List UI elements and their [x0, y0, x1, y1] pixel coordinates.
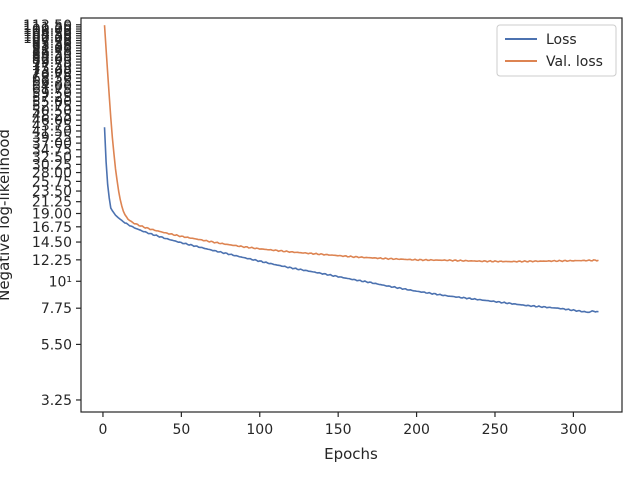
x-tick-label: 50 [172, 422, 190, 438]
y-tick-label: 16.75 [32, 220, 72, 236]
y-tick-label: 5.50 [41, 337, 72, 353]
series-layer [103, 25, 599, 314]
legend-label-loss: Loss [546, 32, 577, 48]
axes-frame [80, 17, 623, 413]
x-tick-label: 0 [98, 422, 107, 438]
legend-label-val-loss: Val. loss [546, 54, 603, 70]
y-tick-label: 75.25 [32, 61, 72, 77]
y-tick-label: 93.25 [32, 39, 72, 55]
y-tick-label: 12.25 [32, 253, 72, 269]
y-tick-label: 57.25 [32, 90, 72, 106]
series-line-val-loss [103, 25, 599, 263]
y-tick-label: 55.00 [32, 94, 72, 110]
x-tick-label: 150 [325, 422, 352, 438]
y-tick-label: 7.75 [41, 301, 72, 317]
x-tick-label: 200 [403, 422, 430, 438]
y-tick-label: 3.25 [41, 393, 72, 409]
y-tick-label: 14.50 [32, 235, 72, 251]
y-tick-label: 28.00 [32, 166, 72, 182]
y-tick-label: 106.75 [23, 24, 72, 40]
y-tick-label: 59.50 [32, 86, 72, 102]
y-tick-label: 25.75 [32, 174, 72, 190]
y-tick-label: 50.50 [32, 103, 72, 119]
x-axis-ticks: 0 50 100 150 200 250 300 [98, 412, 587, 438]
y-tick-label: 82.00 [32, 52, 72, 68]
y-tick-label: 10¹ [49, 274, 72, 290]
y-tick-label: 100.00 [23, 31, 72, 47]
y-tick-label: 52.75 [32, 99, 72, 115]
y-tick-label: 48.25 [32, 108, 72, 124]
y-tick-label: 37.00 [32, 136, 72, 152]
y-tick-label: 34.75 [32, 143, 72, 159]
y-tick-label: 32.50 [32, 150, 72, 166]
y-tick-label: 43.75 [32, 118, 72, 134]
y-tick-label: 70.75 [32, 68, 72, 84]
y-tick-label: 30.25 [32, 157, 72, 173]
y-axis-label: Negative log-likelihood [0, 129, 13, 301]
y-tick-label: 23.50 [32, 184, 72, 200]
y-tick-label: 64.00 [32, 78, 72, 94]
legend: Loss Val. loss [496, 24, 617, 77]
y-tick-label: 73.00 [32, 64, 72, 80]
series-line-loss [103, 127, 599, 314]
y-tick-label: 111.25 [23, 20, 72, 36]
legend-box [496, 24, 617, 77]
y-tick-label: 79.75 [32, 55, 72, 71]
y-tick-label: 41.50 [32, 124, 72, 140]
y-tick-label: 102.25 [23, 29, 72, 45]
y-tick-label: 46.00 [32, 113, 72, 129]
y-tick-label: 109.00 [23, 22, 72, 38]
x-tick-label: 100 [246, 422, 273, 438]
y-tick-label: 104.50 [23, 26, 72, 42]
x-tick-label: 250 [482, 422, 509, 438]
y-tick-label: 88.75 [32, 44, 72, 60]
y-tick-label: 61.75 [32, 82, 72, 98]
y-tick-label: 66.25 [32, 75, 72, 91]
y-tick-label: 77.50 [32, 58, 72, 74]
x-tick-label: 300 [560, 422, 587, 438]
x-axis-label: Epochs [324, 445, 378, 463]
y-tick-label: 21.25 [32, 195, 72, 211]
y-tick-label: 68.50 [32, 71, 72, 87]
y-tick-label: 97.75 [32, 34, 72, 50]
y-tick-label: 19.00 [32, 207, 72, 223]
y-tick-label: 84.25 [32, 49, 72, 65]
y-axis-ticks: 3.25 5.50 7.75 10¹ 12.25 14.5016.7519.0021.25… [23, 18, 81, 409]
y-tick-label: 95.50 [32, 36, 72, 52]
y-tick-label: 86.50 [32, 46, 72, 62]
y-tick-label: 91.00 [32, 41, 72, 57]
y-tick-label: 113.50 [23, 18, 72, 34]
y-tick-label: 39.25 [32, 130, 72, 146]
